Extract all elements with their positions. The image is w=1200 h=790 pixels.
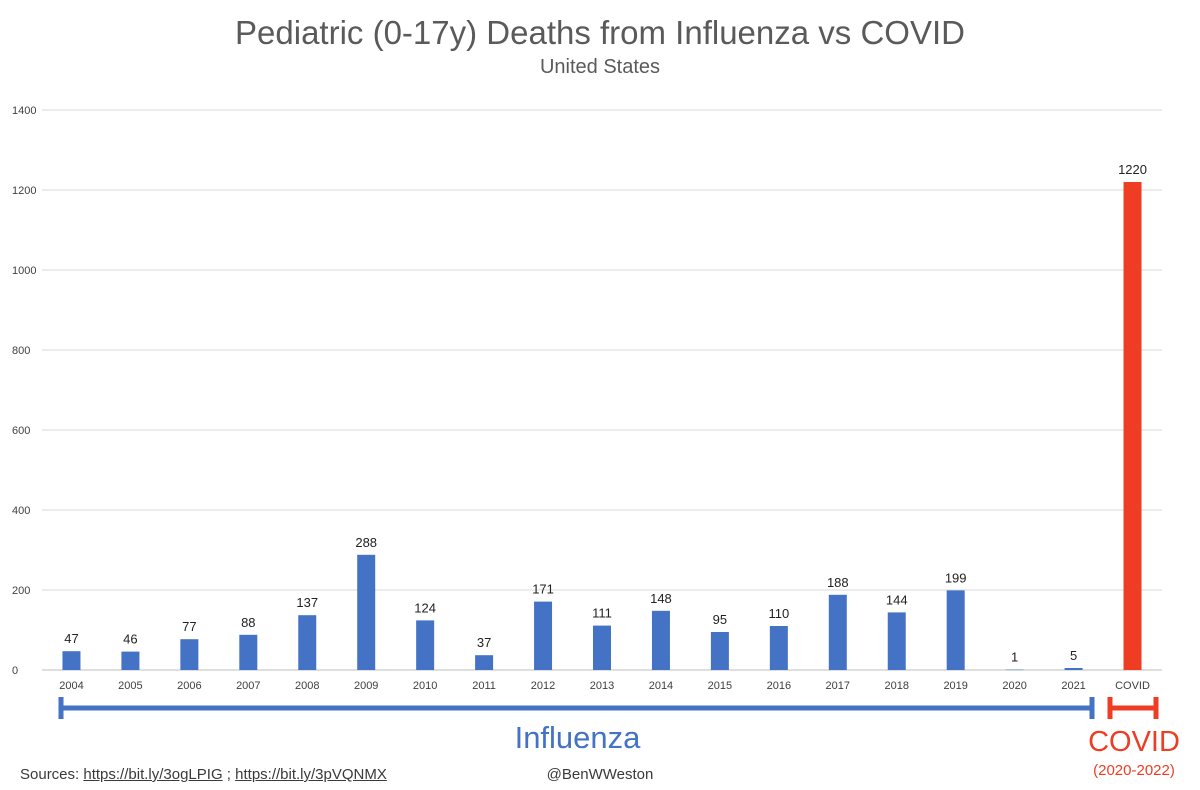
y-tick-label: 1400 [12, 105, 36, 117]
y-axis-ticks: 0 200 400 600 800 1000 1200 1400 [12, 105, 36, 677]
bar-2004 [62, 651, 81, 670]
data-label-2018: 144 [886, 592, 908, 607]
data-label-COVID: 1220 [1118, 162, 1147, 177]
data-label-2017: 188 [827, 575, 849, 590]
x-tick-label-2013: 2013 [590, 680, 614, 692]
bar-2008 [298, 615, 317, 670]
chart-title: Pediatric (0-17y) Deaths from Influenza … [235, 14, 965, 51]
x-tick-label-2012: 2012 [531, 680, 555, 692]
y-tick-label: 800 [12, 345, 30, 357]
sources-separator: ; [222, 766, 236, 783]
data-label-2005: 46 [123, 632, 137, 647]
bar-2015 [710, 632, 729, 670]
bracket-layer [58, 697, 1159, 719]
x-tick-label-2021: 2021 [1061, 680, 1085, 692]
x-tick-label-2014: 2014 [649, 680, 673, 692]
data-label-2020: 1 [1011, 650, 1018, 665]
sources-line: Sources: https://bit.ly/3ogLPIG ; https:… [20, 766, 387, 783]
bar-2021 [1064, 668, 1083, 670]
x-tick-label-2008: 2008 [295, 680, 319, 692]
covid-bracket-label: COVID [1088, 726, 1180, 758]
sources-prefix: Sources: [20, 766, 84, 783]
data-label-2013: 111 [592, 606, 612, 621]
data-label-2010: 124 [414, 600, 436, 615]
data-label-2021: 5 [1070, 648, 1077, 663]
x-tick-label-COVID: COVID [1115, 680, 1150, 692]
data-label-2019: 199 [945, 570, 967, 585]
y-tick-label: 400 [12, 505, 30, 517]
bar-2020 [1005, 669, 1024, 671]
bar-layer [62, 182, 1142, 671]
source-link-2[interactable]: https://bit.ly/3pVQNMX [235, 766, 387, 783]
bar-COVID [1123, 182, 1142, 670]
covid-range-label: (2020-2022) [1093, 762, 1175, 779]
x-tick-label-2018: 2018 [884, 680, 908, 692]
bar-2011 [475, 655, 494, 670]
data-label-2009: 288 [355, 535, 377, 550]
bar-2016 [769, 626, 788, 670]
x-tick-label-2017: 2017 [826, 680, 850, 692]
data-label-2004: 47 [64, 631, 78, 646]
data-label-layer: 47 46 77 88 137 288 124 37 171 111 148 95 110 188 144 1… [64, 162, 1147, 665]
y-tick-label: 0 [12, 665, 18, 677]
x-tick-label-2016: 2016 [767, 680, 791, 692]
y-tick-label: 600 [12, 425, 30, 437]
y-tick-label: 1000 [12, 265, 36, 277]
data-label-2015: 95 [713, 612, 727, 627]
data-label-2011: 37 [477, 635, 491, 650]
bar-2018 [887, 612, 906, 670]
bar-2010 [416, 620, 435, 670]
bar-2007 [239, 634, 258, 670]
data-label-2006: 77 [182, 619, 196, 634]
y-tick-label: 1200 [12, 185, 36, 197]
x-tick-label-2015: 2015 [708, 680, 732, 692]
x-tick-label-2009: 2009 [354, 680, 378, 692]
bar-2012 [534, 601, 553, 670]
x-tick-label-2020: 2020 [1002, 680, 1026, 692]
bar-2005 [121, 651, 140, 670]
bar-2013 [593, 625, 611, 670]
data-label-2014: 148 [650, 591, 672, 606]
data-label-2012: 171 [532, 582, 554, 597]
chart-subtitle: United States [539, 56, 661, 78]
bar-2017 [828, 594, 847, 670]
data-label-2008: 137 [296, 595, 318, 610]
bar-2019 [946, 590, 965, 670]
influenza-bracket-label: Influenza [514, 720, 641, 755]
data-label-2007: 88 [241, 615, 255, 630]
x-tick-label-2004: 2004 [59, 680, 83, 692]
x-axis-categories: 2004 2005 2006 2007 2008 2009 2010 2011 2012 2013… [59, 680, 1150, 692]
y-tick-label: 200 [12, 585, 30, 597]
x-tick-label-2007: 2007 [236, 680, 260, 692]
x-tick-label-2005: 2005 [118, 680, 142, 692]
bar-2009 [357, 554, 376, 670]
bar-2014 [651, 610, 670, 670]
bar-2006 [180, 639, 199, 670]
x-tick-label-2019: 2019 [943, 680, 967, 692]
x-tick-label-2010: 2010 [413, 680, 437, 692]
grid-layer [42, 109, 1162, 671]
x-tick-label-2011: 2011 [472, 680, 496, 692]
source-link-1[interactable]: https://bit.ly/3ogLPIG [83, 766, 223, 783]
data-label-2016: 110 [768, 606, 789, 621]
x-tick-label-2006: 2006 [177, 680, 201, 692]
